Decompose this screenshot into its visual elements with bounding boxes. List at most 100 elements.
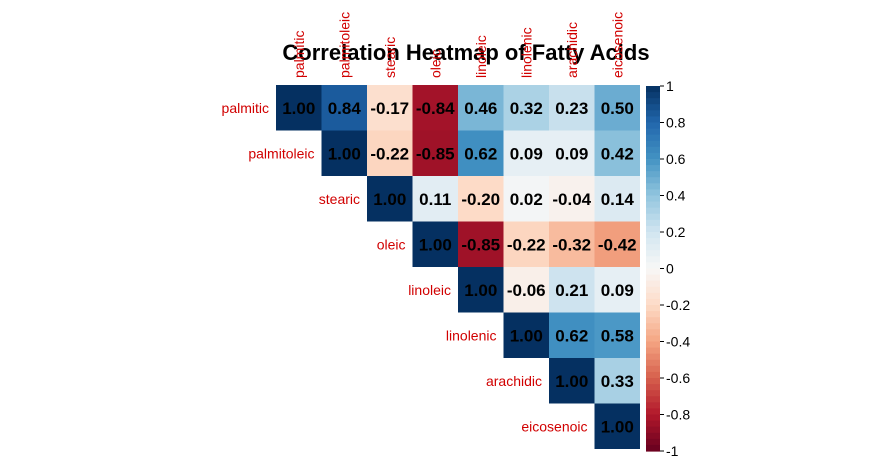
- colorbar-segment: [646, 426, 660, 434]
- chart-title: Correlation Heatmap of Fatty Acids: [282, 40, 649, 65]
- heatmap-cell-linolenic-linolenic: [503, 312, 549, 358]
- heatmap-cell-linoleic-linolenic: [503, 267, 549, 313]
- heatmap-cell-oleic-oleic: [412, 221, 458, 267]
- colorbar-segment: [646, 232, 660, 239]
- colorbar-segment: [646, 165, 660, 172]
- cell-value-linolenic-eicosenoic: 0.58: [601, 326, 634, 345]
- cell-value-palmitoleic-eicosenoic: 0.42: [601, 144, 634, 163]
- colorbar-segment: [646, 323, 660, 330]
- cell-value-linoleic-arachidic: 0.21: [555, 281, 588, 300]
- heatmap-cell-linolenic-arachidic: [549, 312, 595, 358]
- heatmap-cell-linoleic-eicosenoic: [594, 267, 640, 313]
- heatmap-cell-oleic-linoleic: [458, 221, 504, 267]
- heatmap-cell-oleic-linolenic: [503, 221, 549, 267]
- cell-value-palmitic-linoleic: 0.46: [464, 99, 497, 118]
- cell-value-palmitoleic-linolenic: 0.09: [510, 144, 543, 163]
- cell-value-linoleic-eicosenoic: 0.09: [601, 281, 634, 300]
- heatmap-cell-linoleic-arachidic: [549, 267, 595, 313]
- colorbar-segment: [646, 408, 660, 416]
- colorbar-segment: [646, 134, 660, 142]
- cell-value-palmitoleic-oleic: -0.85: [416, 144, 455, 163]
- column-labels: palmitic palmitoleic stearic oleic linoleic l…: [291, 12, 626, 78]
- colorbar-segment: [646, 317, 660, 324]
- cell-value-linoleic-linoleic: 1.00: [464, 281, 497, 300]
- row-label-oleic: oleic: [377, 236, 406, 252]
- cell-value-palmitic-linolenic: 0.32: [510, 99, 543, 118]
- colorbar-segment: [646, 305, 660, 312]
- column-label-oleic: oleic: [427, 49, 443, 78]
- colorbar-tick-label: 0.2: [666, 224, 686, 240]
- cell-value-arachidic-eicosenoic: 0.33: [601, 372, 634, 391]
- cell-value-palmitic-stearic: -0.17: [370, 99, 409, 118]
- heatmap-cell-palmitic-linoleic: [458, 85, 504, 131]
- cell-value-palmitoleic-linoleic: 0.62: [464, 144, 497, 163]
- colorbar-tick-label: -0.6: [666, 370, 690, 386]
- heatmap-cell-stearic-stearic: [367, 176, 413, 222]
- heatmap-cell-stearic-oleic: [412, 176, 458, 222]
- colorbar-segment: [646, 390, 660, 397]
- cell-value-oleic-arachidic: -0.32: [552, 235, 591, 254]
- colorbar-segment: [646, 152, 660, 160]
- colorbar-segment: [646, 396, 660, 403]
- colorbar-segment: [646, 365, 660, 373]
- colorbar-segment: [646, 414, 660, 422]
- cell-value-labels: 1.00 0.84 -0.17 -0.84 0.46 0.32 0.23 0.50 1.00 -0…: [282, 99, 636, 437]
- heatmap-cell-palmitic-stearic: [367, 85, 413, 131]
- heatmap-cell-palmitic-oleic: [412, 85, 458, 131]
- heatmap-cell-palmitoleic-stearic: [367, 130, 413, 176]
- colorbar-segment: [646, 128, 660, 136]
- colorbar-legend: 1 0.8 0.6 0.4 0.2 0 -0.2 -0.4 -0.6 -0.8 -1: [646, 78, 690, 457]
- heatmap-cell-palmitoleic-linoleic: [458, 130, 504, 176]
- row-label-palmitoleic: palmitoleic: [248, 145, 314, 161]
- cell-value-arachidic-arachidic: 1.00: [555, 372, 588, 391]
- colorbar-segment: [646, 353, 660, 361]
- colorbar-segment: [646, 189, 660, 197]
- colorbar-segment: [646, 335, 660, 343]
- colorbar-segment: [646, 183, 660, 191]
- colorbar-segment: [646, 311, 660, 318]
- cell-value-oleic-oleic: 1.00: [419, 235, 452, 254]
- row-label-eicosenoic: eicosenoic: [521, 418, 587, 434]
- colorbar-segment: [646, 256, 660, 264]
- colorbar-segment: [646, 104, 660, 111]
- heatmap-cell-stearic-arachidic: [549, 176, 595, 222]
- cell-value-oleic-linolenic: -0.22: [507, 235, 546, 254]
- colorbar-segment: [646, 219, 660, 227]
- column-label-eicosenoic: eicosenoic: [609, 12, 625, 78]
- colorbar-segment: [646, 201, 660, 209]
- cell-value-stearic-linolenic: 0.02: [510, 190, 543, 209]
- colorbar-tick-label: -0.2: [666, 297, 690, 313]
- heatmap-cell-palmitic-palmitic: [276, 85, 322, 131]
- colorbar-segment: [646, 213, 660, 221]
- heatmap-cell-palmitoleic-oleic: [412, 130, 458, 176]
- cell-value-palmitoleic-palmitoleic: 1.00: [328, 144, 361, 163]
- colorbar-segment: [646, 177, 660, 184]
- colorbar-tick-label: 1: [666, 78, 674, 94]
- colorbar-segment: [646, 274, 660, 282]
- colorbar-segment: [646, 238, 660, 245]
- heatmap-cell-palmitic-arachidic: [549, 85, 595, 131]
- cell-value-oleic-eicosenoic: -0.42: [598, 235, 637, 254]
- colorbar-segment: [646, 146, 660, 154]
- heatmap-cell-linoleic-linoleic: [458, 267, 504, 313]
- row-label-palmitic: palmitic: [222, 100, 269, 116]
- heatmap-cell-eicosenoic-eicosenoic: [594, 403, 640, 449]
- heatmap-cell-arachidic-eicosenoic: [594, 358, 640, 404]
- cell-value-linolenic-arachidic: 0.62: [555, 326, 588, 345]
- colorbar-segment: [646, 329, 660, 337]
- cell-value-linoleic-linolenic: -0.06: [507, 281, 546, 300]
- colorbar-segment: [646, 384, 660, 391]
- row-label-stearic: stearic: [319, 191, 360, 207]
- colorbar-segment: [646, 92, 660, 99]
- heatmap-cell-palmitoleic-arachidic: [549, 130, 595, 176]
- column-label-arachidic: arachidic: [564, 22, 580, 78]
- heatmap-cell-oleic-eicosenoic: [594, 221, 640, 267]
- heatmap-cell-linolenic-eicosenoic: [594, 312, 640, 358]
- colorbar-segment: [646, 420, 660, 428]
- heatmap-cell-palmitic-palmitoleic: [321, 85, 367, 131]
- colorbar-tick-label: -1: [666, 443, 679, 457]
- heatmap-cell-stearic-eicosenoic: [594, 176, 640, 222]
- row-labels: palmitic palmitoleic stearic oleic linoleic l…: [222, 100, 588, 435]
- colorbar-tick-label: 0: [666, 261, 674, 277]
- colorbar-segment: [646, 207, 660, 215]
